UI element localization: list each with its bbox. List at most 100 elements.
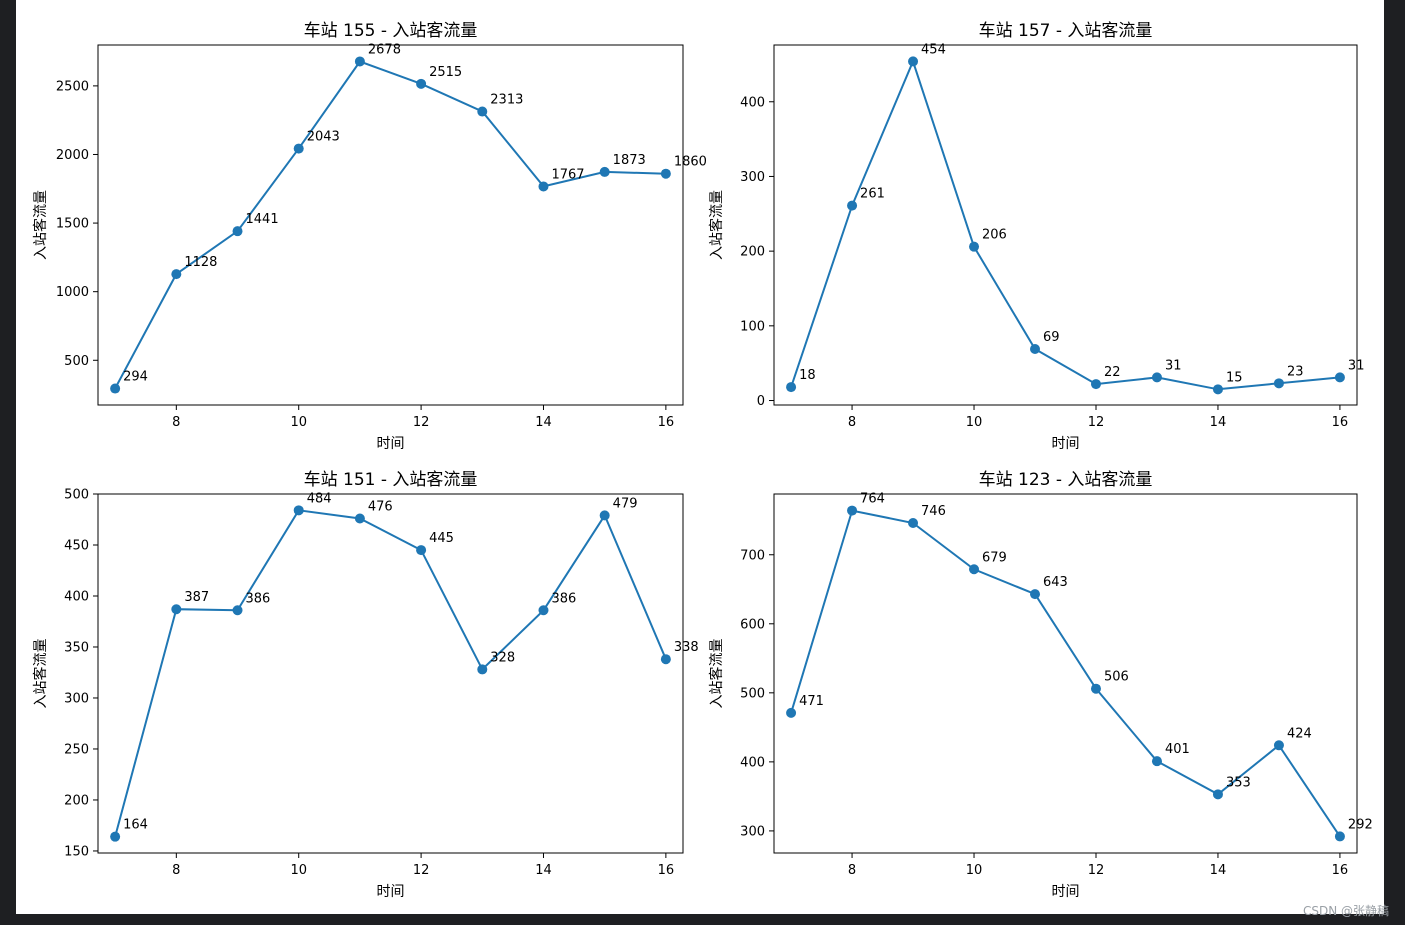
data-label: 292: [1348, 817, 1373, 832]
data-label: 643: [1043, 575, 1068, 590]
data-point: [786, 382, 797, 393]
data-label: 353: [1226, 775, 1251, 790]
data-point: [477, 664, 488, 675]
data-label: 1873: [613, 153, 646, 168]
y-tick-label: 300: [64, 691, 89, 706]
data-label: 2678: [368, 42, 401, 57]
data-point: [354, 513, 365, 524]
x-tick-label: 16: [1332, 863, 1349, 878]
chart-panel-4: 车站 123 - 入站客流量 8 10 12 14 16 300 400 500 600 700 时间…: [708, 470, 1373, 900]
data-point: [969, 564, 980, 575]
data-label: 294: [123, 370, 148, 385]
x-tick-label: 16: [658, 863, 675, 878]
data-point: [110, 383, 121, 394]
y-tick-label: 500: [64, 488, 89, 503]
data-label: 338: [674, 640, 699, 655]
data-point: [847, 200, 858, 211]
x-tick-label: 10: [290, 863, 307, 878]
data-point: [293, 143, 304, 154]
data-label: 445: [429, 531, 454, 546]
chart-title: 车站 157 - 入站客流量: [979, 21, 1153, 41]
data-label: 471: [799, 694, 824, 709]
y-axis-label: 入站客流量: [708, 639, 725, 709]
x-tick-label: 12: [413, 863, 430, 878]
y-tick-label: 400: [740, 755, 765, 770]
data-label: 479: [613, 496, 638, 511]
y-tick-label: 700: [740, 548, 765, 563]
series-line: [114, 60, 666, 389]
data-label: 401: [1165, 742, 1190, 757]
watermark: CSDN @张静稿: [1302, 904, 1389, 918]
y-tick-label: 0: [757, 394, 765, 409]
data-point: [1030, 343, 1041, 354]
data-point: [660, 654, 671, 665]
data-label: 2313: [490, 93, 523, 108]
x-tick-label: 16: [1332, 415, 1349, 430]
data-point: [477, 106, 488, 117]
data-label: 2043: [307, 130, 340, 145]
data-point: [599, 166, 610, 177]
data-label: 476: [368, 499, 393, 514]
data-label: 18: [799, 368, 816, 383]
data-point: [416, 78, 427, 89]
data-point: [1212, 384, 1223, 395]
data-point: [660, 168, 671, 179]
data-label: 261: [860, 187, 885, 202]
data-label: 23: [1287, 364, 1304, 379]
data-point: [847, 505, 858, 516]
x-tick-label: 8: [172, 863, 180, 878]
chart-title: 车站 155 - 入站客流量: [304, 21, 478, 41]
x-axis-label: 时间: [377, 884, 405, 900]
y-tick-label: 250: [64, 742, 89, 757]
y-tick-label: 600: [740, 617, 765, 632]
data-point: [1273, 378, 1284, 389]
x-tick-label: 16: [658, 415, 675, 430]
data-point: [416, 545, 427, 556]
data-point: [1030, 589, 1041, 600]
data-point: [354, 56, 365, 67]
x-tick-label: 8: [172, 415, 180, 430]
data-point: [908, 517, 919, 528]
plot-frame: [773, 44, 1358, 406]
data-point: [969, 241, 980, 252]
data-label: 1128: [184, 255, 217, 270]
y-tick-label: 500: [64, 354, 89, 369]
y-tick-label: 200: [64, 793, 89, 808]
plot-frame: [97, 44, 684, 406]
y-tick-label: 150: [64, 844, 89, 859]
chart-panel-2: 车站 157 - 入站客流量 8 10 12 14 16 0 100 200 300 400 时间 入站…: [708, 21, 1364, 452]
x-tick-label: 14: [1210, 863, 1227, 878]
y-tick-label: 2500: [56, 79, 89, 94]
data-point: [1090, 379, 1101, 390]
y-tick-label: 500: [740, 686, 765, 701]
x-tick-label: 14: [535, 863, 552, 878]
y-axis-label: 入站客流量: [32, 190, 49, 260]
y-tick-label: 100: [740, 319, 765, 334]
data-label: 2515: [429, 65, 462, 80]
x-tick-label: 12: [1088, 415, 1105, 430]
x-axis-label: 时间: [1052, 436, 1080, 452]
data-label: 31: [1165, 358, 1182, 373]
x-axis-label: 时间: [377, 436, 405, 452]
data-label: 22: [1104, 365, 1121, 380]
y-tick-label: 300: [740, 170, 765, 185]
x-tick-label: 12: [1088, 863, 1105, 878]
data-label: 15: [1226, 370, 1243, 385]
data-point: [908, 56, 919, 67]
figure-canvas: 车站 155 - 入站客流量 8 10 12 14 16 500 1000 1500 2000 25…: [16, 0, 1384, 914]
data-point: [293, 505, 304, 516]
plot-frame: [97, 493, 684, 854]
data-point: [786, 707, 797, 718]
data-label: 1441: [246, 212, 279, 227]
chart-panel-1: 车站 155 - 入站客流量 8 10 12 14 16 500 1000 1500 2000 25…: [32, 21, 707, 452]
data-label: 1860: [674, 155, 707, 170]
chart-title: 车站 151 - 入站客流量: [304, 470, 478, 490]
data-label: 1767: [551, 167, 584, 182]
y-tick-label: 400: [740, 95, 765, 110]
x-tick-label: 8: [848, 415, 856, 430]
y-axis-label: 入站客流量: [708, 190, 725, 260]
y-tick-label: 400: [64, 589, 89, 604]
y-tick-label: 200: [740, 245, 765, 260]
y-tick-label: 350: [64, 640, 89, 655]
